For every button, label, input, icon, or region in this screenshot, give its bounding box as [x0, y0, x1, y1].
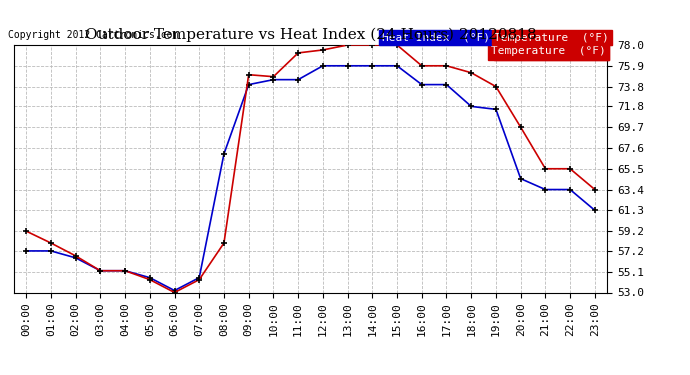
- Text: Heat Index  (°F): Heat Index (°F): [382, 33, 490, 42]
- Text: Temperature  (°F): Temperature (°F): [491, 46, 606, 56]
- Title: Outdoor Temperature vs Heat Index (24 Hours) 20120818: Outdoor Temperature vs Heat Index (24 Ho…: [85, 28, 536, 42]
- Text: Copyright 2012 Cartronics.com: Copyright 2012 Cartronics.com: [8, 30, 178, 40]
- Text: Heat Index  (°F): Heat Index (°F): [497, 46, 606, 56]
- Text: Temperature  (°F): Temperature (°F): [495, 33, 609, 42]
